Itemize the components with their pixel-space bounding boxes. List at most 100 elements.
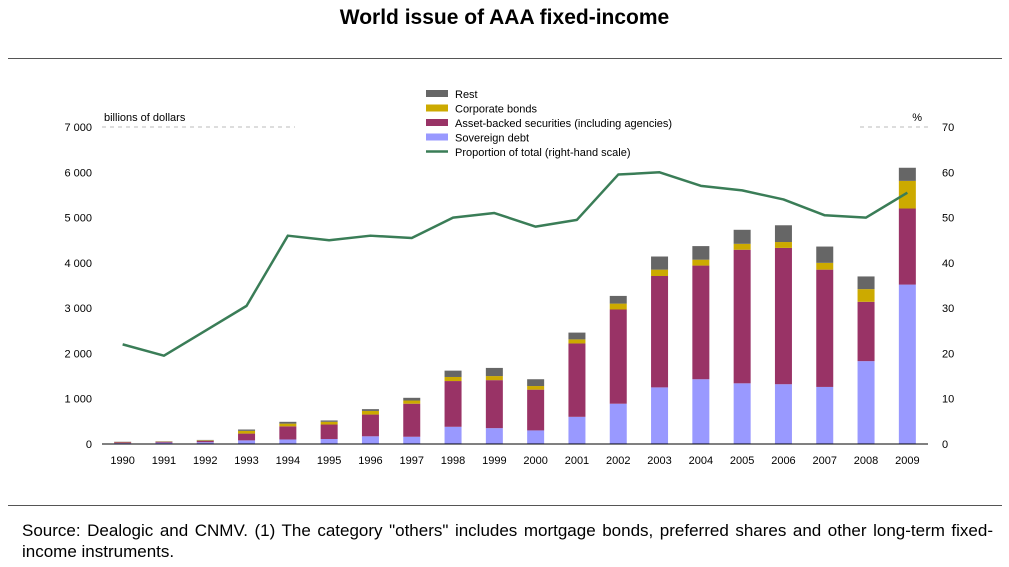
y-left-tick-label: 1 000 bbox=[64, 394, 92, 406]
bar-abs bbox=[403, 403, 421, 437]
bar-abs bbox=[485, 380, 503, 429]
bar-sovereign bbox=[361, 436, 379, 444]
y-left-tick-label: 4 000 bbox=[64, 258, 92, 270]
legend-label: Sovereign debt bbox=[455, 133, 529, 145]
bar-sovereign bbox=[609, 403, 627, 444]
bar-rest bbox=[444, 370, 462, 377]
y-right-tick-label: 20 bbox=[942, 348, 954, 360]
y-left-tick-label: 7 000 bbox=[64, 122, 92, 134]
bar-abs bbox=[733, 249, 751, 384]
bar-sovereign bbox=[403, 436, 421, 444]
bar-abs bbox=[898, 208, 916, 285]
bar-rest bbox=[898, 167, 916, 181]
chart-title: World issue of AAA fixed-income bbox=[339, 6, 670, 29]
bar-abs bbox=[114, 442, 132, 444]
chart-area: 0 1 000 2 000 3 000 4 000 5 000 6 000 7 000 0 10 2… bbox=[64, 89, 954, 467]
source-note: Source: Dealogic and CNMV. (1) The categ… bbox=[22, 521, 993, 561]
bar-corporate bbox=[651, 269, 669, 276]
x-tick-label: 2007 bbox=[813, 455, 837, 467]
bar-sovereign bbox=[320, 439, 338, 444]
legend-swatch-corporate bbox=[426, 104, 448, 112]
bar-sovereign bbox=[527, 430, 545, 444]
x-tick-label: 2002 bbox=[606, 455, 630, 467]
y-right-axis-label: % bbox=[912, 112, 922, 124]
legend-label: Corporate bonds bbox=[455, 104, 537, 116]
x-tick-label: 1995 bbox=[317, 455, 341, 467]
y-left-tick-label: 3 000 bbox=[64, 303, 92, 315]
bar-corporate bbox=[774, 242, 792, 248]
bar-corporate bbox=[609, 303, 627, 310]
bar-sovereign bbox=[651, 387, 669, 444]
x-tick-label: 2004 bbox=[689, 455, 713, 467]
bar-abs bbox=[609, 309, 627, 404]
bar-abs bbox=[568, 343, 586, 417]
x-tick-label: 1991 bbox=[152, 455, 176, 467]
bar-rest bbox=[692, 246, 710, 260]
bar-abs bbox=[692, 265, 710, 380]
legend-swatch-sovereign bbox=[426, 133, 448, 141]
x-tick-label: 2003 bbox=[647, 455, 671, 467]
y-right-tick-label: 30 bbox=[942, 303, 954, 315]
bar-abs bbox=[527, 389, 545, 431]
bar-rest bbox=[651, 256, 669, 270]
y-right-tick-label: 40 bbox=[942, 258, 954, 270]
bar-rest bbox=[568, 332, 586, 340]
bar-sovereign bbox=[857, 361, 875, 444]
bar-rest bbox=[733, 229, 751, 244]
bar-sovereign bbox=[692, 379, 710, 444]
bar-sovereign bbox=[733, 383, 751, 444]
bar-corporate bbox=[361, 410, 379, 415]
y-right-tick-label: 70 bbox=[942, 122, 954, 134]
bar-rest bbox=[774, 225, 792, 243]
x-tick-label: 2008 bbox=[854, 455, 878, 467]
x-tick-label: 2005 bbox=[730, 455, 754, 467]
bar-sovereign bbox=[816, 386, 834, 444]
bar-abs bbox=[444, 381, 462, 427]
y-left-tick-label: 2 000 bbox=[64, 348, 92, 360]
x-tick-label: 1997 bbox=[400, 455, 424, 467]
x-tick-label: 2006 bbox=[771, 455, 795, 467]
proportion-line bbox=[122, 171, 908, 357]
bar-abs bbox=[774, 247, 792, 385]
bar-abs bbox=[857, 301, 875, 362]
bar-abs bbox=[238, 433, 256, 441]
legend-swatch-rest bbox=[426, 90, 448, 97]
bar-sovereign bbox=[155, 442, 173, 444]
bar-corporate bbox=[898, 180, 916, 209]
bar-corporate bbox=[692, 259, 710, 266]
y-right-tick-label: 0 bbox=[942, 439, 948, 451]
legend-label: Rest bbox=[455, 89, 478, 101]
bar-abs bbox=[279, 426, 297, 440]
bar-rest bbox=[816, 246, 834, 263]
bar-corporate bbox=[857, 289, 875, 302]
bar-corporate bbox=[444, 376, 462, 382]
bar-corporate bbox=[403, 400, 421, 404]
bar-sovereign bbox=[238, 440, 256, 444]
legend-label: Asset-backed securities (including agenc… bbox=[455, 118, 672, 130]
bar-sovereign bbox=[196, 442, 214, 444]
y-right-tick-label: 10 bbox=[942, 394, 954, 406]
bar-rest bbox=[279, 421, 297, 424]
bar-rest bbox=[238, 429, 256, 431]
bar-rest bbox=[609, 295, 627, 304]
bar-sovereign bbox=[444, 426, 462, 444]
bottom-divider bbox=[8, 505, 1002, 506]
x-tick-label: 2000 bbox=[523, 455, 547, 467]
bar-abs bbox=[651, 275, 669, 388]
bar-abs bbox=[361, 414, 379, 437]
x-tick-label: 1990 bbox=[110, 455, 134, 467]
bar-rest bbox=[320, 420, 338, 422]
x-tick-label: 1998 bbox=[441, 455, 465, 467]
bar-rest bbox=[403, 397, 421, 401]
x-tick-label: 1999 bbox=[482, 455, 506, 467]
bar-rest bbox=[485, 367, 503, 377]
bar-sovereign bbox=[279, 439, 297, 444]
x-tick-label: 1994 bbox=[276, 455, 300, 467]
bar-abs bbox=[196, 440, 214, 443]
bar-rest bbox=[857, 276, 875, 290]
y-right-tick-label: 50 bbox=[942, 213, 954, 225]
y-left-axis-label: billions of dollars bbox=[104, 112, 186, 124]
legend-label: Proportion of total (right-hand scale) bbox=[455, 147, 630, 159]
bar-rest bbox=[361, 409, 379, 411]
bar-sovereign bbox=[898, 284, 916, 444]
